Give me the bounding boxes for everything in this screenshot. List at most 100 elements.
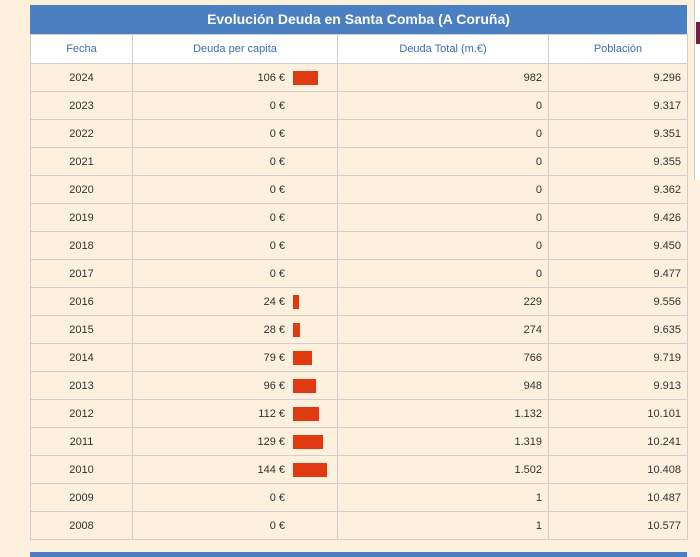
population-cell: 9.362: [548, 175, 688, 204]
table-row: 2016 24 € 229 9.556: [30, 287, 688, 316]
total-debt-cell: 982: [337, 63, 549, 92]
per-capita-value: 0 €: [269, 211, 285, 224]
table-row: 2011 129 € 1.319 10.241: [30, 427, 688, 456]
population-cell: 9.296: [548, 63, 688, 92]
table-row: 2018 0 € 0 9.450: [30, 231, 688, 260]
per-capita-value: 0 €: [269, 239, 285, 252]
per-capita-bar: [293, 294, 299, 309]
population-cell: 10.577: [548, 511, 688, 540]
table-header-row: Fecha Deuda per capita Deuda Total (m.€)…: [30, 34, 688, 64]
total-debt-cell: 0: [337, 175, 549, 204]
table-row: 2021 0 € 0 9.355: [30, 147, 688, 176]
per-capita-bar-area: [293, 70, 337, 85]
per-capita-cell: 0 €: [132, 259, 338, 288]
total-debt-cell: 229: [337, 287, 549, 316]
year-cell: 2012: [30, 399, 133, 428]
total-debt-cell: 0: [337, 259, 549, 288]
header-deuda-total[interactable]: Deuda Total (m.€): [337, 34, 549, 64]
total-debt-cell: 1: [337, 511, 549, 540]
per-capita-bar: [293, 350, 312, 365]
per-capita-value: 0 €: [269, 155, 285, 168]
year-cell: 2015: [30, 315, 133, 344]
total-debt-cell: 0: [337, 91, 549, 120]
per-capita-bar: [293, 434, 323, 449]
population-cell: 9.556: [548, 287, 688, 316]
total-debt-cell: 0: [337, 203, 549, 232]
per-capita-value: 0 €: [269, 267, 285, 280]
total-debt-cell: 1: [337, 483, 549, 512]
year-cell: 2024: [30, 63, 133, 92]
header-fecha[interactable]: Fecha: [30, 34, 133, 64]
per-capita-cell: 0 €: [132, 119, 338, 148]
per-capita-cell: 24 €: [132, 287, 338, 316]
table-row: 2017 0 € 0 9.477: [30, 259, 688, 288]
per-capita-cell: 0 €: [132, 203, 338, 232]
year-cell: 2016: [30, 287, 133, 316]
total-debt-cell: 948: [337, 371, 549, 400]
population-cell: 10.241: [548, 427, 688, 456]
population-cell: 10.487: [548, 483, 688, 512]
year-cell: 2008: [30, 511, 133, 540]
table-row: 2015 28 € 274 9.635: [30, 315, 688, 344]
per-capita-cell: 0 €: [132, 147, 338, 176]
right-edge-panel: [694, 0, 700, 180]
per-capita-bar-area: [293, 239, 337, 253]
population-cell: 9.913: [548, 371, 688, 400]
per-capita-value: 28 €: [263, 323, 285, 336]
population-cell: 9.450: [548, 231, 688, 260]
per-capita-value: 112 €: [258, 407, 285, 420]
population-cell: 9.477: [548, 259, 688, 288]
population-cell: 9.355: [548, 147, 688, 176]
per-capita-cell: 0 €: [132, 231, 338, 260]
table-title: Evolución Deuda en Santa Comba (A Coruña…: [30, 5, 687, 34]
total-debt-cell: 0: [337, 231, 549, 260]
per-capita-value: 96 €: [263, 379, 285, 392]
population-cell: 10.101: [548, 399, 688, 428]
per-capita-cell: 96 €: [132, 371, 338, 400]
per-capita-bar-area: [293, 378, 337, 393]
right-edge-marker: [696, 22, 700, 44]
per-capita-cell: 112 €: [132, 399, 338, 428]
table-row: 2013 96 € 948 9.913: [30, 371, 688, 400]
table-row: 2024 106 € 982 9.296: [30, 63, 688, 92]
per-capita-bar-area: [293, 322, 337, 337]
per-capita-bar: [293, 322, 300, 337]
population-cell: 9.635: [548, 315, 688, 344]
per-capita-bar: [293, 462, 327, 477]
total-debt-cell: 0: [337, 119, 549, 148]
per-capita-bar-area: [293, 434, 337, 449]
table-row: 2023 0 € 0 9.317: [30, 91, 688, 120]
year-cell: 2023: [30, 91, 133, 120]
debt-table-container: Evolución Deuda en Santa Comba (A Coruña…: [30, 5, 688, 540]
per-capita-value: 24 €: [263, 295, 285, 308]
per-capita-bar-area: [293, 462, 337, 477]
table-row: 2009 0 € 1 10.487: [30, 483, 688, 512]
year-cell: 2011: [30, 427, 133, 456]
per-capita-bar-area: [293, 155, 337, 169]
year-cell: 2014: [30, 343, 133, 372]
per-capita-bar-area: [293, 406, 337, 421]
table-row: 2014 79 € 766 9.719: [30, 343, 688, 372]
population-cell: 9.426: [548, 203, 688, 232]
per-capita-cell: 0 €: [132, 175, 338, 204]
header-deuda-per-capita[interactable]: Deuda per capita: [132, 34, 338, 64]
table-row: 2010 144 € 1.502 10.408: [30, 455, 688, 484]
debt-table: Fecha Deuda per capita Deuda Total (m.€)…: [30, 34, 688, 540]
per-capita-bar-area: [293, 519, 337, 533]
per-capita-value: 0 €: [269, 99, 285, 112]
total-debt-cell: 274: [337, 315, 549, 344]
year-cell: 2022: [30, 119, 133, 148]
population-cell: 9.719: [548, 343, 688, 372]
per-capita-bar: [293, 70, 318, 85]
header-poblacion[interactable]: Población: [548, 34, 688, 64]
per-capita-bar-area: [293, 350, 337, 365]
per-capita-value: 0 €: [269, 127, 285, 140]
year-cell: 2017: [30, 259, 133, 288]
year-cell: 2013: [30, 371, 133, 400]
population-cell: 9.351: [548, 119, 688, 148]
next-section-header: [30, 552, 687, 557]
total-debt-cell: 1.502: [337, 455, 549, 484]
per-capita-cell: 0 €: [132, 511, 338, 540]
year-cell: 2009: [30, 483, 133, 512]
total-debt-cell: 766: [337, 343, 549, 372]
